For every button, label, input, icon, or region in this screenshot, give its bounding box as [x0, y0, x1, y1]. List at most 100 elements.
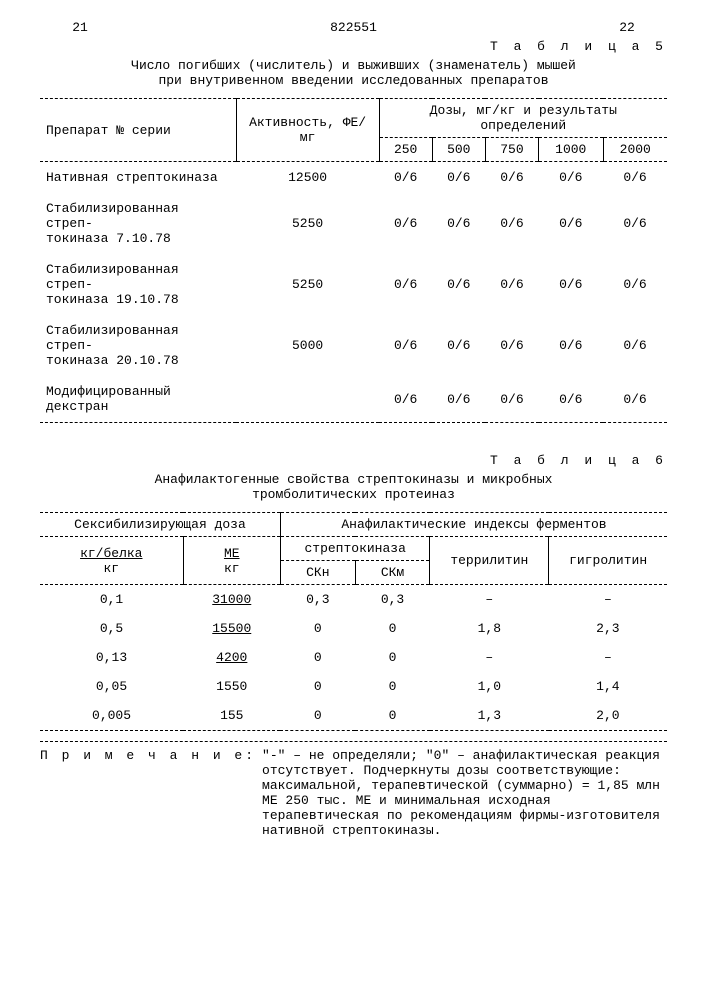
table5-caption: Число погибших (числитель) и выживших (з…	[40, 58, 667, 88]
table6-header-kgprotein: кг/белка кг	[40, 537, 183, 585]
table6-kgprotein-bot: кг	[103, 561, 119, 576]
table-cell: 0,05	[40, 672, 183, 701]
table-cell: 0	[355, 614, 430, 643]
table-cell: 0,5	[40, 614, 183, 643]
table-cell: 0	[355, 672, 430, 701]
table-cell: 0/6	[539, 315, 604, 376]
table-cell: 0/6	[432, 254, 485, 315]
table-cell: 0/6	[432, 315, 485, 376]
table5-caption-line1: Число погибших (числитель) и выживших (з…	[131, 58, 576, 73]
table-cell: 0/6	[432, 193, 485, 254]
table6-header-strep: стрептокиназа	[280, 537, 429, 561]
table-cell: 0/6	[379, 315, 432, 376]
table6-header-skn: СКн	[280, 561, 355, 585]
document-number: 822551	[120, 20, 587, 35]
table-cell: 15500	[183, 614, 280, 643]
table-cell: 0	[355, 701, 430, 731]
table-cell: –	[430, 643, 549, 672]
table-cell: 0/6	[603, 254, 667, 315]
table6-me-bot: кг	[224, 561, 240, 576]
table5-header-doses: Дозы, мг/кг и результаты определений	[379, 99, 667, 138]
table-cell: 0/6	[485, 315, 538, 376]
table5-dose-1: 500	[432, 138, 485, 162]
table-cell	[236, 376, 379, 423]
table-cell: 0/6	[432, 376, 485, 423]
table-cell: –	[430, 585, 549, 615]
table6-header-gigr: гигролитин	[549, 537, 667, 585]
table-cell: 2,0	[549, 701, 667, 731]
table-cell: 5000	[236, 315, 379, 376]
table5-dose-4: 2000	[603, 138, 667, 162]
table5-dose-0: 250	[379, 138, 432, 162]
table-cell: 1,0	[430, 672, 549, 701]
table-cell: 0/6	[603, 376, 667, 423]
table-cell: 2,3	[549, 614, 667, 643]
table-cell: –	[549, 585, 667, 615]
table6-kgprotein-top: кг/белка	[80, 546, 142, 561]
page-number-left: 21	[40, 20, 120, 35]
table5-label: Т а б л и ц а 5	[40, 39, 667, 54]
table-cell: 0/6	[539, 376, 604, 423]
table-cell: 0,1	[40, 585, 183, 615]
table-cell: Нативная стрептокиназа	[40, 162, 236, 194]
table-cell: 1,4	[549, 672, 667, 701]
table6-header-me: МЕ кг	[183, 537, 280, 585]
note-block: П р и м е ч а н и е: "-" – не определяли…	[40, 741, 667, 838]
table5-header-prep: Препарат № серии	[40, 99, 236, 162]
table-cell: 0	[280, 614, 355, 643]
table6-label: Т а б л и ц а 6	[40, 453, 667, 468]
table-cell: 1,8	[430, 614, 549, 643]
table5-dose-2: 750	[485, 138, 538, 162]
table5-caption-line2: при внутривенном введении исследованных …	[158, 73, 548, 88]
table-cell: 0	[280, 643, 355, 672]
page-number-right: 22	[587, 20, 667, 35]
table-cell: 0/6	[539, 254, 604, 315]
table-cell: 0/6	[485, 193, 538, 254]
table-cell: 0/6	[485, 376, 538, 423]
table6-caption-line2: тромболитических протеиназ	[252, 487, 455, 502]
table-cell: 0	[280, 701, 355, 731]
table-cell: 5250	[236, 254, 379, 315]
table-cell: 0/6	[432, 162, 485, 194]
note-label: П р и м е ч а н и е:	[40, 748, 262, 838]
table-cell: 0	[355, 643, 430, 672]
table-cell: 1550	[183, 672, 280, 701]
table6-header-sens: Сексибилизирующая доза	[40, 513, 280, 537]
table-cell: 0,3	[355, 585, 430, 615]
table-cell: Модифицированныйдекстран	[40, 376, 236, 423]
table6-caption-line1: Анафилактогенные свойства стрептокиназы …	[155, 472, 553, 487]
table-cell: 0/6	[603, 162, 667, 194]
table-cell: 0/6	[485, 162, 538, 194]
table-cell: 0/6	[379, 193, 432, 254]
table-cell: 0/6	[485, 254, 538, 315]
table-cell: 0	[280, 672, 355, 701]
table5-header-activity: Активность, ФЕ/мг	[236, 99, 379, 162]
table-cell: 0/6	[603, 315, 667, 376]
note-text: "-" – не определяли; "0" – анафилактичес…	[262, 748, 667, 838]
table-cell: 0/6	[539, 193, 604, 254]
table-cell: 4200	[183, 643, 280, 672]
table-cell: 0,005	[40, 701, 183, 731]
table-cell: 31000	[183, 585, 280, 615]
table-cell: 1,3	[430, 701, 549, 731]
table-cell: 0,13	[40, 643, 183, 672]
table6-header-terr: террилитин	[430, 537, 549, 585]
table6-header-index: Анафилактические индексы ферментов	[280, 513, 667, 537]
table-cell: 12500	[236, 162, 379, 194]
table-cell: Стабилизированная стреп-токиназа 7.10.78	[40, 193, 236, 254]
table6: Сексибилизирующая доза Анафилактические …	[40, 512, 667, 731]
table5-dose-3: 1000	[539, 138, 604, 162]
table-cell: 0/6	[539, 162, 604, 194]
table-cell: 0,3	[280, 585, 355, 615]
table-cell: Стабилизированная стреп-токиназа 20.10.7…	[40, 315, 236, 376]
table6-caption: Анафилактогенные свойства стрептокиназы …	[40, 472, 667, 502]
table6-me-top: МЕ	[224, 546, 240, 561]
table-cell: 0/6	[379, 254, 432, 315]
table-cell: Стабилизированная стреп-токиназа 19.10.7…	[40, 254, 236, 315]
table-cell: 155	[183, 701, 280, 731]
table6-header-skm: СКм	[355, 561, 430, 585]
table-cell: 0/6	[379, 376, 432, 423]
page-header: 21 822551 22	[40, 20, 667, 35]
table5: Препарат № серии Активность, ФЕ/мг Дозы,…	[40, 98, 667, 423]
table-cell: –	[549, 643, 667, 672]
